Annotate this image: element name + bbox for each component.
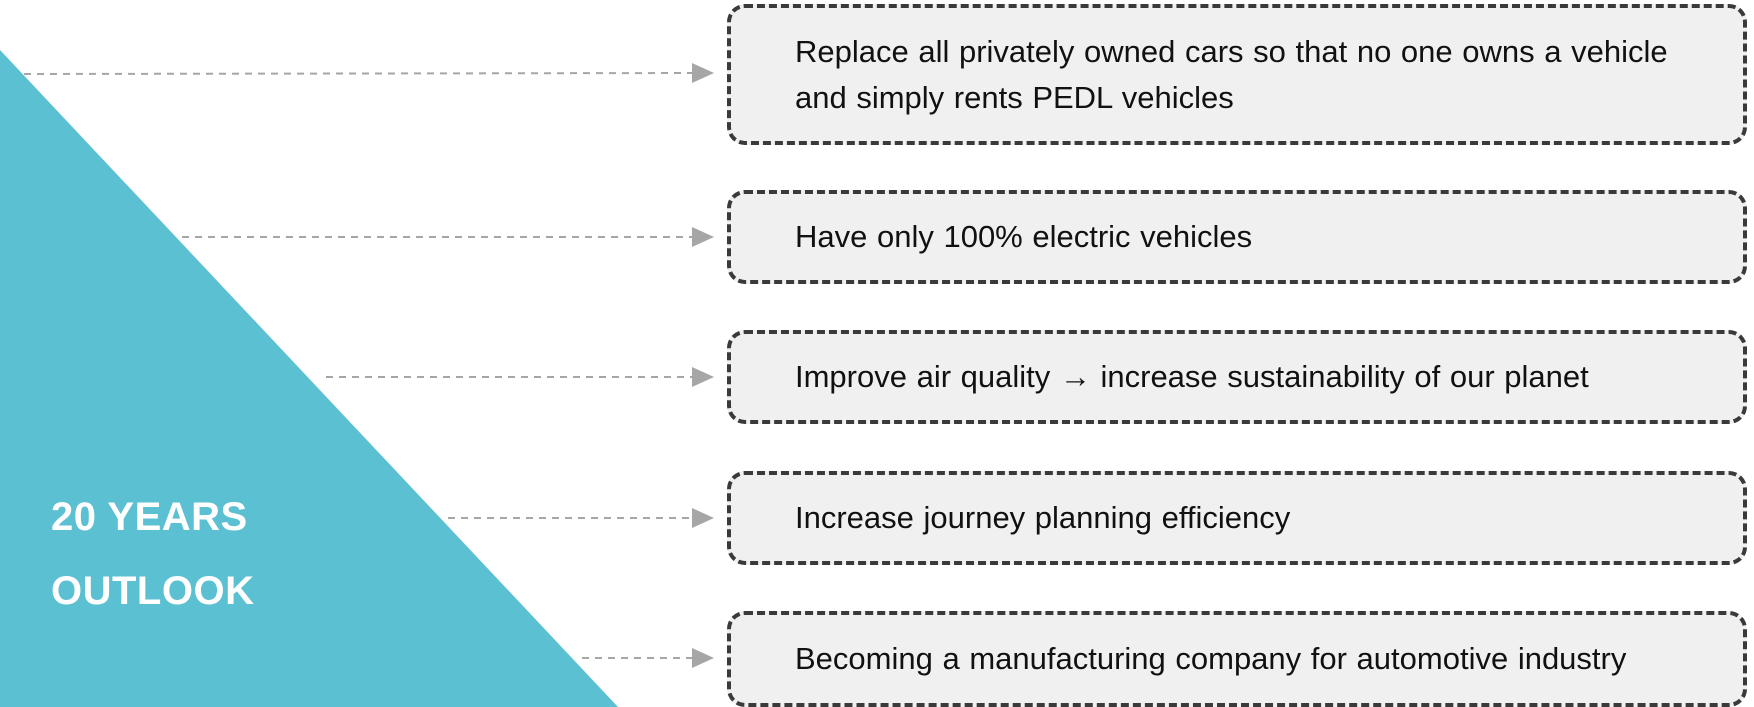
connector-line-1	[23, 72, 695, 75]
goal-box-manufacturing: Becoming a manufacturing company for aut…	[727, 611, 1747, 707]
goal-text: Increase journey planning efficiency	[795, 500, 1291, 535]
goal-box-car-ownership: Replace all privately owned cars so that…	[727, 4, 1747, 145]
arrowhead-5	[692, 648, 714, 668]
goal-box-air-quality: Improve air quality → increase sustainab…	[727, 330, 1747, 424]
outlook-title-line2: OUTLOOK	[51, 569, 255, 613]
arrowhead-4	[692, 508, 714, 528]
goal-text: Becoming a manufacturing company for aut…	[795, 641, 1627, 676]
goal-box-electric-vehicles: Have only 100% electric vehicles	[727, 190, 1747, 284]
arrowhead-3	[692, 367, 714, 387]
outlook-title-line1: 20 YEARS	[51, 495, 248, 539]
arrowhead-2	[692, 227, 714, 247]
goal-box-journey-planning: Increase journey planning efficiency	[727, 471, 1747, 565]
goal-text: Improve air quality → increase sustainab…	[795, 359, 1589, 394]
goal-text: Replace all privately owned cars so that…	[795, 33, 1668, 115]
goal-text: Have only 100% electric vehicles	[795, 219, 1253, 254]
arrowhead-1	[692, 63, 714, 83]
outlook-title: 20 YEARS OUTLOOK	[51, 480, 254, 628]
